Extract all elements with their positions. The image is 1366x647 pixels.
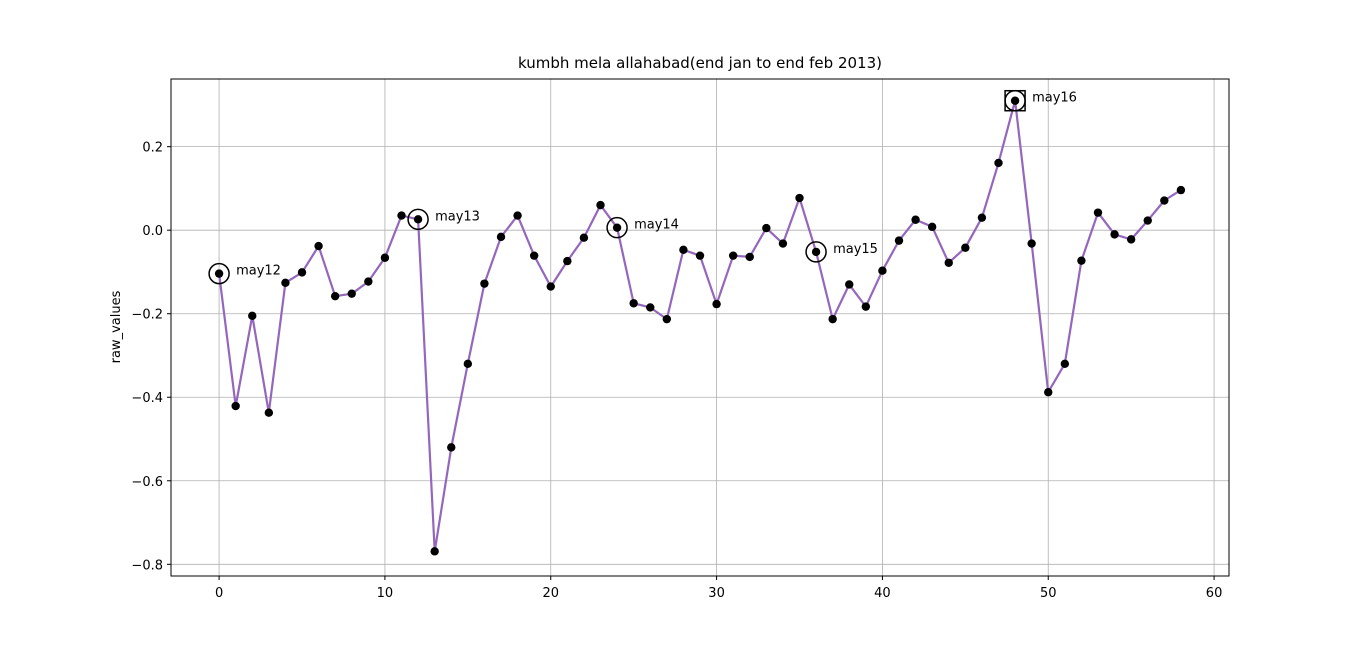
data-point [430,547,439,556]
data-point [1027,239,1036,248]
y-axis-ticks: −0.8 −0.6 −0.4 −0.2 0.0 0.2 [131,141,171,573]
data-point [778,239,788,248]
annotations: may12 may13 may14 may15 may16 [208,89,1077,285]
y-axis-label: raw_values [109,290,124,363]
annotation-label: may16 [1032,91,1077,106]
data-point [413,215,423,224]
data-point [977,213,987,222]
annotation-label: may12 [236,264,281,279]
data-point [795,193,804,203]
data-point [1110,230,1119,239]
data-point [546,282,555,291]
x-tick-label: 30 [708,586,725,601]
data-point [480,279,489,288]
y-tick-label: −0.2 [131,308,163,323]
x-tick-label: 50 [1040,586,1057,601]
data-point [994,158,1003,168]
data-point [314,241,323,251]
annotation-label: may13 [435,209,480,224]
series-line [218,99,1182,553]
chart-title: kumbh mela allahabad(end jan to end feb … [518,54,882,72]
data-point [662,314,672,324]
data-point [911,215,920,224]
data-point [529,251,539,260]
data-markers [214,96,1186,556]
data-point [347,289,356,298]
annotation-circle [1004,89,1026,112]
plot-frame [170,78,1230,577]
x-tick-label: 60 [1206,586,1223,601]
data-point [496,232,506,242]
data-point [264,408,274,417]
data-point [579,233,589,242]
data-point [513,211,522,220]
data-point [1044,388,1053,397]
data-point [1077,256,1086,265]
data-point [878,266,887,275]
data-point [695,251,705,260]
x-tick-label: 40 [874,586,891,601]
x-tick-label: 20 [542,586,559,601]
data-point [281,278,290,288]
data-point [397,211,406,220]
data-point [845,280,854,289]
data-point [380,253,390,262]
data-point [447,443,456,452]
data-point [629,299,638,308]
data-point [463,359,473,369]
x-tick-label: 0 [215,586,223,601]
y-tick-label: −0.4 [131,391,163,406]
x-axis-ticks: 0 10 20 30 40 50 60 [215,576,1222,601]
y-tick-label: −0.6 [131,475,163,490]
data-point [1060,359,1070,369]
annotation-circle [208,262,230,285]
data-point [248,311,257,321]
grid-lines [171,79,1229,576]
data-point [646,303,655,312]
data-point [961,243,970,252]
y-tick-label: 0.0 [142,224,163,239]
y-tick-label: 0.2 [142,141,163,156]
data-point [728,251,738,260]
series-polyline [218,99,1182,553]
data-point [679,245,688,255]
annotation-circle [805,241,827,263]
data-point [596,200,605,210]
data-point [828,314,837,324]
data-point [1093,208,1103,217]
data-point [330,291,340,301]
data-point [861,302,871,311]
data-point [1160,196,1169,205]
data-point [745,252,754,262]
annotation-label: may15 [833,242,878,257]
annotation-circle [606,216,628,239]
data-point [214,269,224,278]
data-point [231,401,240,411]
data-point [712,299,721,309]
data-point [1176,185,1186,195]
y-tick-label: −0.8 [131,558,163,573]
data-point [1126,235,1136,244]
data-point [364,277,373,286]
data-point [297,268,307,277]
data-point [894,236,904,245]
data-point [762,223,771,233]
data-point [1143,216,1152,225]
data-point [944,258,953,267]
data-point [927,222,937,232]
data-point [811,247,821,257]
annotation-circle [407,208,429,231]
data-point [612,223,622,232]
data-point [1010,96,1020,105]
annotation-label: may14 [634,218,679,233]
x-tick-label: 10 [377,586,394,601]
data-point [563,256,572,266]
